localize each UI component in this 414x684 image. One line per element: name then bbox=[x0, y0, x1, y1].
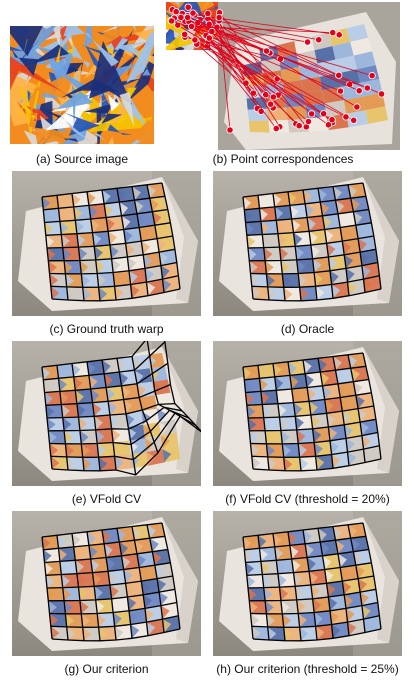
panel-g-our-criterion bbox=[12, 511, 201, 656]
panel-e-vfold-cv bbox=[12, 341, 201, 486]
caption-c: (c) Ground truth warp bbox=[49, 322, 164, 336]
caption-g: (g) Our criterion bbox=[64, 662, 149, 676]
point-correspondences-image bbox=[166, 2, 400, 150]
panel-c-ground-truth-warp bbox=[12, 171, 201, 316]
ground-truth-warp-image bbox=[12, 171, 201, 316]
caption-h: (h) Our criterion (threshold = 25%) bbox=[216, 662, 399, 676]
panel-a-source-image bbox=[10, 26, 154, 144]
oracle-warp-image bbox=[213, 171, 402, 316]
caption-a: (a) Source image bbox=[35, 152, 129, 166]
panel-h-our-criterion-threshold bbox=[213, 511, 402, 656]
our-criterion-warp-image bbox=[12, 511, 201, 656]
panel-b-point-correspondences bbox=[166, 2, 400, 150]
vfold-cv-warp-image bbox=[12, 341, 201, 486]
source-image bbox=[10, 26, 154, 144]
our-criterion-threshold-warp-image bbox=[213, 511, 402, 656]
panel-d-oracle bbox=[213, 171, 402, 316]
caption-f: (f) VFold CV (threshold = 20%) bbox=[225, 492, 390, 506]
panel-f-vfold-cv-threshold bbox=[213, 341, 402, 486]
vfold-cv-threshold-warp-image bbox=[213, 341, 402, 486]
caption-e: (e) VFold CV bbox=[71, 492, 142, 506]
caption-d: (d) Oracle bbox=[280, 322, 335, 336]
caption-b: (b) Point correspondences bbox=[212, 152, 354, 166]
